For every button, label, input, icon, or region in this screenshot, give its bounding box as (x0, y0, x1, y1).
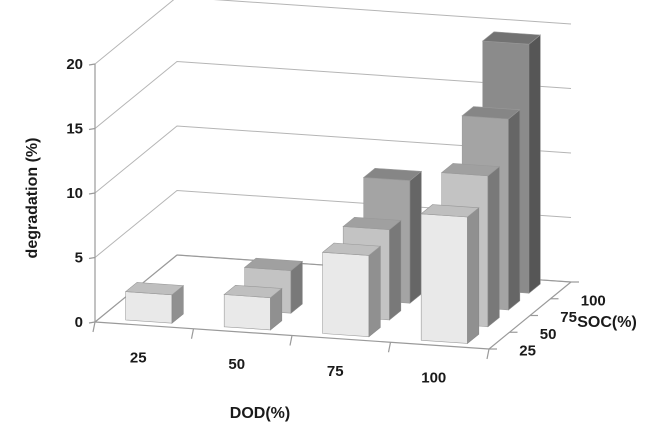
bar-front-face (322, 251, 370, 338)
z-axis-title: SOC(%) (577, 314, 637, 331)
gridline (94, 125, 572, 194)
x-axis-title: DOD(%) (230, 405, 290, 422)
bar-top-face (124, 282, 185, 296)
y-tick-label: 20 (66, 56, 83, 73)
bar-dod25-soc25 (124, 282, 185, 324)
x-tick-mark (190, 328, 195, 339)
y-axis-title: degradation (%) (24, 138, 41, 259)
bar-side-face (487, 165, 500, 328)
bar-side-face (467, 207, 480, 345)
x-tick-mark (92, 321, 96, 333)
gridline (94, 0, 572, 65)
y-tick-label: 0 (75, 314, 83, 331)
bar-side-face (409, 170, 422, 304)
bar-dod100-soc25 (420, 204, 480, 345)
z-tick-label: 25 (519, 343, 536, 360)
bar-front-face (420, 213, 468, 344)
x-tick-mark (486, 348, 490, 360)
y-tick-mark (88, 63, 96, 66)
x-tick-label: 25 (130, 349, 147, 366)
side-wall (95, 0, 177, 322)
bar-top-face (420, 204, 480, 218)
x-tick-mark (387, 342, 392, 353)
x-tick-label: 50 (228, 356, 245, 373)
bar-top-face (481, 31, 542, 45)
z-tick-label: 50 (540, 326, 557, 343)
bar-side-face (389, 219, 402, 321)
bar-top-face (223, 284, 283, 299)
y-tick-mark (88, 256, 96, 260)
bar-top-face (321, 242, 382, 256)
bar-top-face (440, 163, 501, 177)
y-tick-mark (88, 192, 96, 195)
z-tick-label: 75 (560, 309, 577, 326)
bar-top-face (461, 106, 521, 120)
y-tick-label: 15 (66, 121, 83, 138)
bar-front-face (223, 294, 271, 331)
bar-top-face (362, 167, 423, 181)
gridline (94, 60, 572, 129)
x-tick-label: 100 (421, 370, 446, 387)
bar-dod75-soc25 (321, 242, 382, 338)
bar-top-face (243, 257, 304, 271)
x-tick-mark (289, 335, 293, 346)
y-tick-label: 5 (75, 250, 83, 267)
bars (124, 31, 542, 345)
bar-side-face (528, 34, 541, 294)
bar-side-face (368, 245, 381, 338)
bar-side-face (508, 109, 521, 311)
bar-dod50-soc25 (223, 284, 283, 331)
y-tick-label: 10 (66, 185, 83, 202)
bar-front-face (125, 291, 173, 324)
x-tick-label: 75 (327, 363, 344, 380)
z-tick-label: 100 (581, 292, 606, 309)
y-tick-mark (88, 321, 96, 324)
bar-top-face (342, 216, 402, 230)
y-tick-mark (88, 127, 96, 131)
